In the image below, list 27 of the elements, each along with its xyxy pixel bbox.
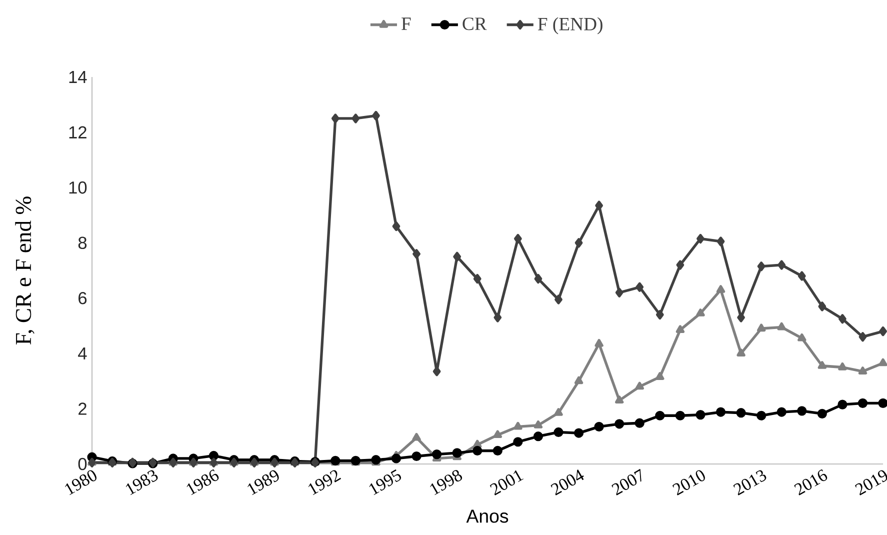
x-tick-label: 1995 (369, 469, 402, 496)
x-tick-label: 2007 (612, 468, 642, 496)
y-tick-label: 8 (78, 236, 87, 249)
x-tick-label: 2013 (733, 470, 766, 496)
y-tick-label: 4 (78, 347, 87, 360)
x-tick-label: 1992 (308, 470, 342, 496)
x-tick-label: 2004 (550, 469, 584, 496)
y-tick-label: 6 (78, 292, 87, 304)
x-tick-label: 1998 (430, 470, 462, 496)
y-tick-label: 2 (78, 402, 86, 415)
y-axis-title: F, CR e F end % (15, 196, 34, 344)
y-tick-label: 0 (78, 458, 87, 470)
x-tick-label: 1986 (186, 469, 219, 496)
x-tick-label: 2001 (490, 470, 524, 496)
x-tick-label: 2010 (672, 470, 705, 496)
y-tick-label: 12 (69, 126, 86, 138)
x-tick-label: 1980 (65, 470, 96, 496)
x-tick-label: 1989 (248, 470, 279, 496)
legend-label: F (END) (538, 17, 602, 34)
x-tick-label: 1983 (126, 470, 158, 496)
y-tick-label: 14 (69, 71, 87, 83)
y-tick-label: 10 (69, 181, 87, 194)
legend-label: CR (462, 18, 487, 30)
x-axis-title: Anos (466, 510, 508, 523)
x-tick-label: 2016 (794, 469, 828, 496)
legend-label: F (402, 18, 411, 30)
x-tick-label: 2019 (854, 470, 887, 496)
